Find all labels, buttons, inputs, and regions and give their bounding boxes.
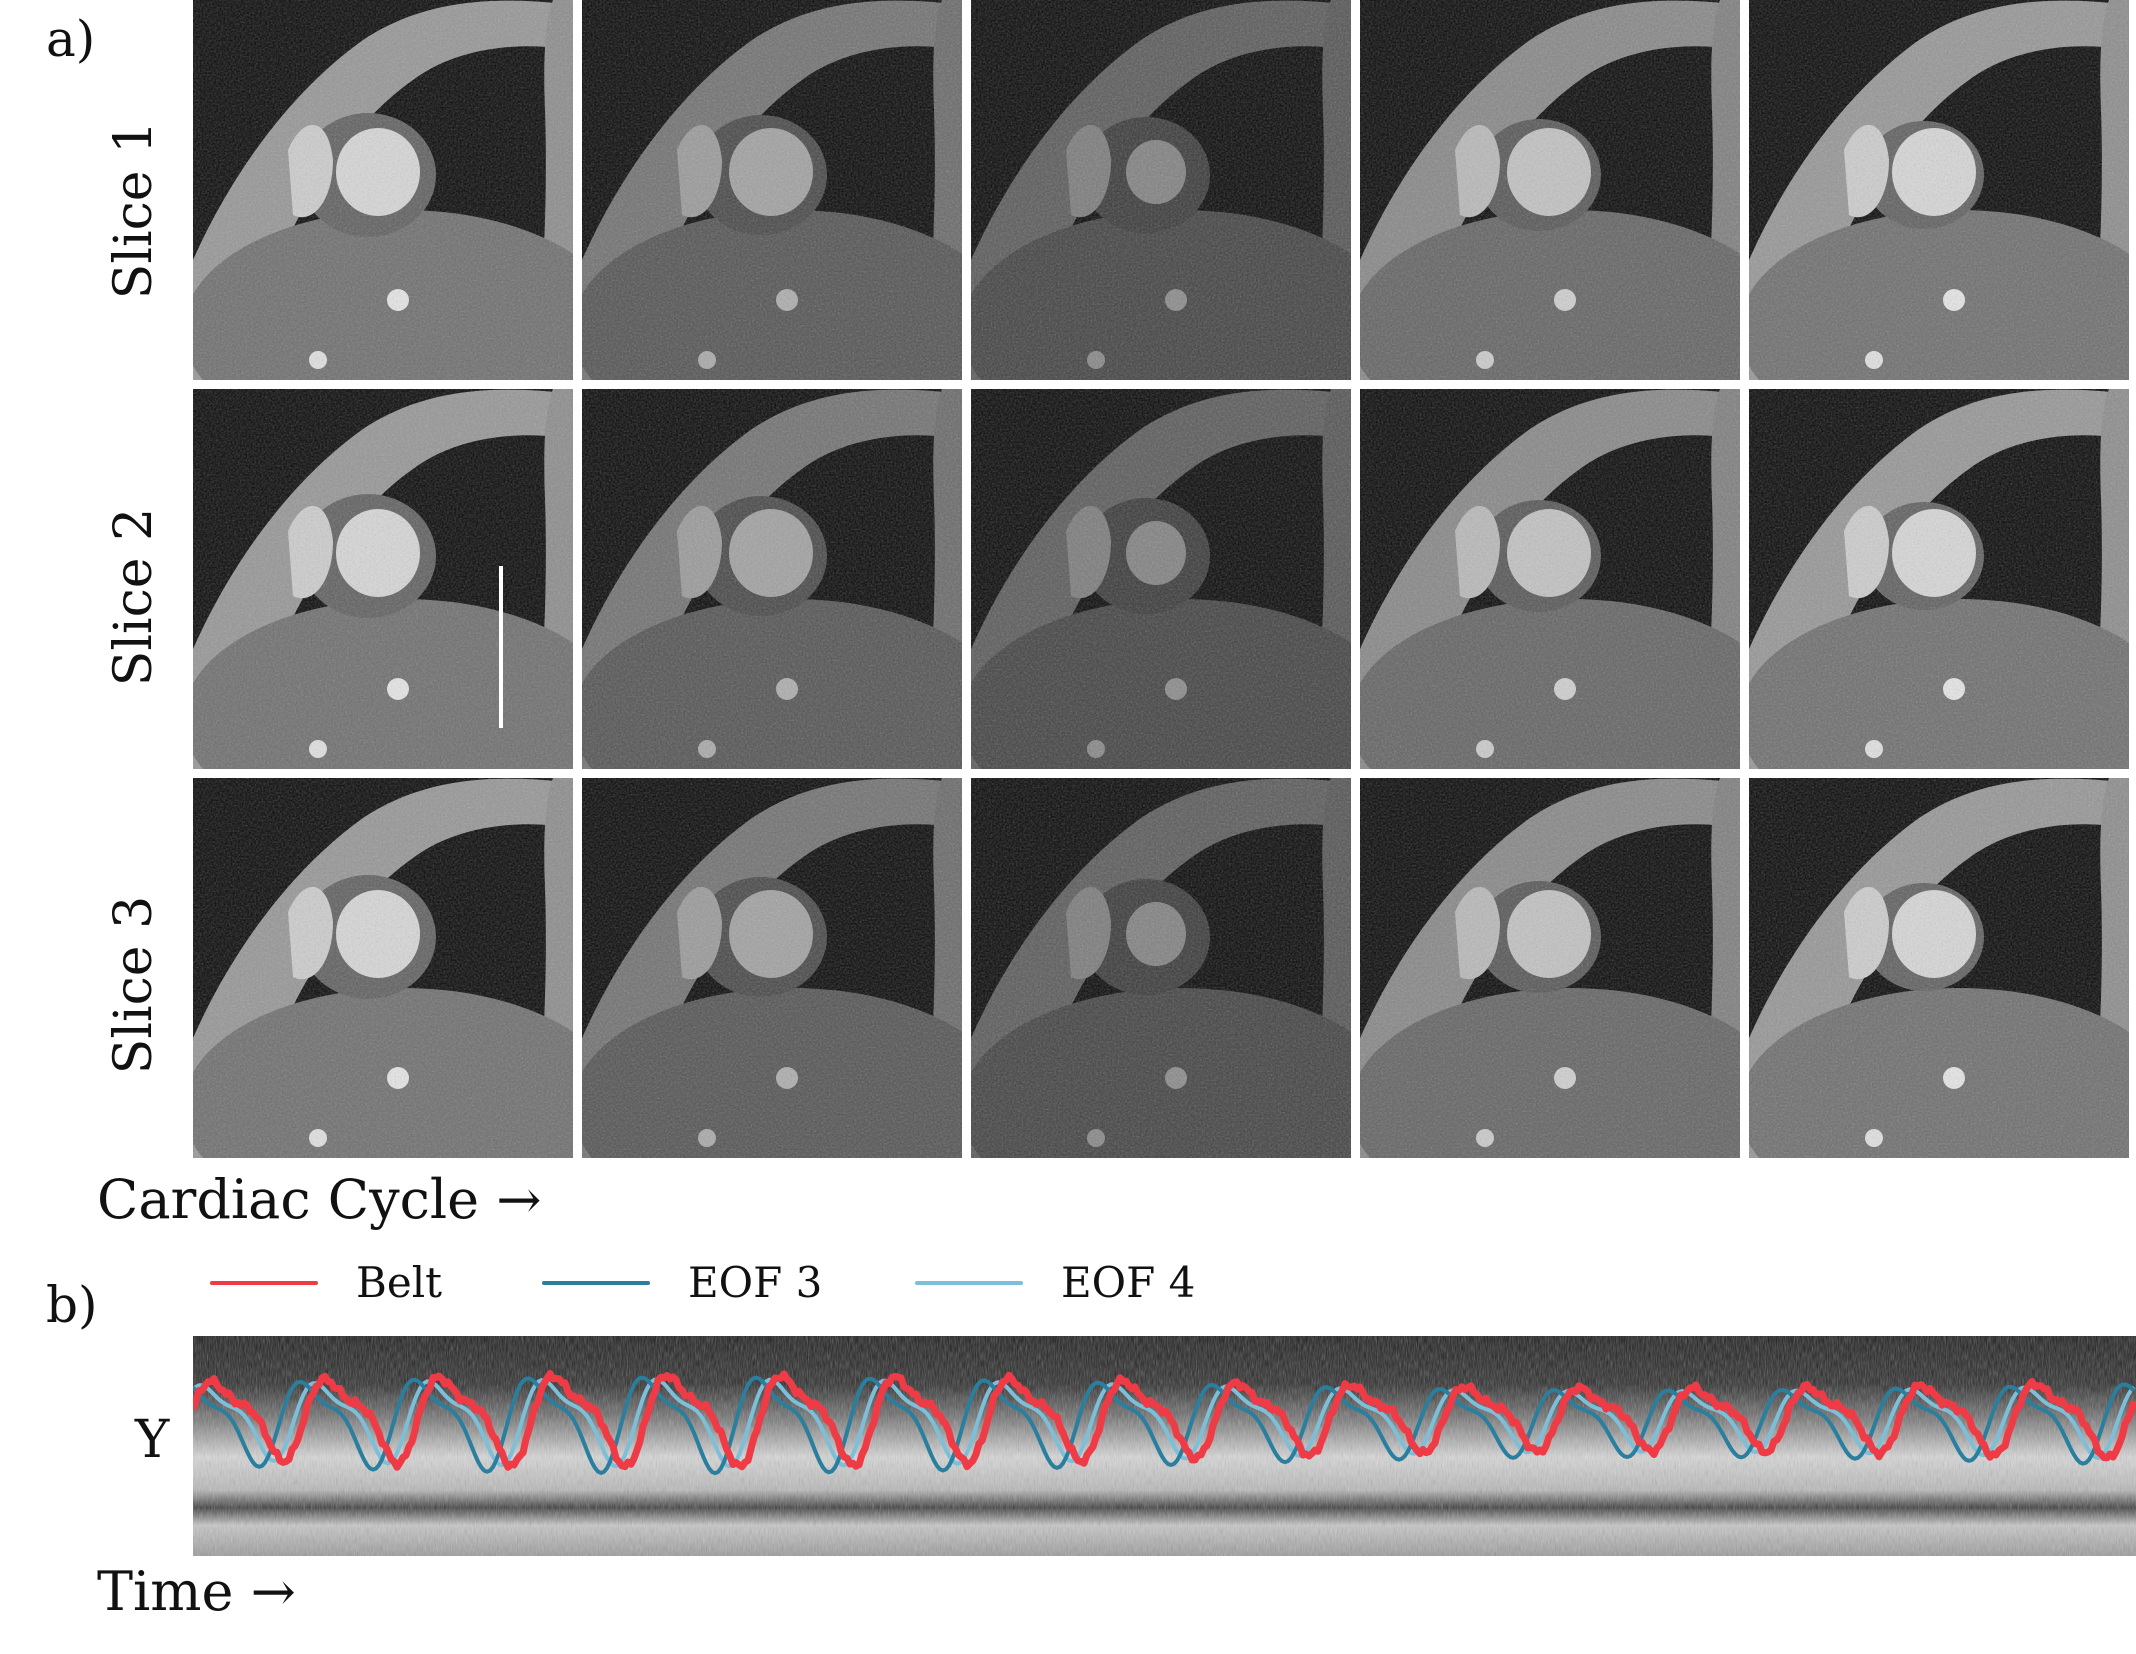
trace-eof4 bbox=[193, 1377, 2136, 1469]
mri-frame-slice-1-phase-4 bbox=[1360, 0, 1740, 380]
mri-frame-slice-3-phase-3 bbox=[971, 778, 1351, 1158]
time-strip-plot bbox=[193, 1336, 2136, 1556]
mri-frame-slice-2-phase-1 bbox=[193, 389, 573, 769]
legend-item-eof4: EOF 4 bbox=[915, 1258, 1195, 1307]
row-label-slice-3: Slice 3 bbox=[104, 895, 164, 1075]
mri-frame-slice-1-phase-2 bbox=[582, 0, 962, 380]
trace-eof3 bbox=[193, 1375, 2136, 1476]
mri-frame-slice-3-phase-5 bbox=[1749, 778, 2129, 1158]
panel-b-label: b) bbox=[46, 1276, 98, 1334]
mri-frame-slice-1-phase-5 bbox=[1749, 0, 2129, 380]
mri-frame-slice-2-phase-3 bbox=[971, 389, 1351, 769]
panel-a-label: a) bbox=[46, 10, 96, 68]
respiratory-time-strip bbox=[193, 1336, 2136, 1556]
legend-label-belt: Belt bbox=[356, 1258, 443, 1307]
legend-label-eof3: EOF 3 bbox=[688, 1258, 823, 1307]
legend-swatch-belt bbox=[210, 1280, 318, 1285]
row-label-slice-1: Slice 1 bbox=[104, 120, 164, 300]
cardiac-cycle-caption: Cardiac Cycle → bbox=[97, 1168, 542, 1231]
legend-item-belt: Belt bbox=[210, 1258, 442, 1307]
mri-frame-slice-2-phase-4 bbox=[1360, 389, 1740, 769]
mri-frame-slice-3-phase-2 bbox=[582, 778, 962, 1158]
legend-swatch-eof4 bbox=[915, 1280, 1023, 1285]
mri-frame-slice-1-phase-1 bbox=[193, 0, 573, 380]
legend-swatch-eof3 bbox=[542, 1280, 650, 1285]
row-label-slice-2: Slice 2 bbox=[104, 507, 164, 687]
mri-frame-slice-1-phase-3 bbox=[971, 0, 1351, 380]
trace-belt bbox=[193, 1370, 2136, 1471]
strip-noise bbox=[193, 1336, 2136, 1556]
mri-frame-slice-3-phase-4 bbox=[1360, 778, 1740, 1158]
mri-frame-slice-2-phase-2 bbox=[582, 389, 962, 769]
legend-item-eof3: EOF 3 bbox=[542, 1258, 822, 1307]
scale-bar bbox=[499, 566, 503, 728]
y-axis-label: Y bbox=[135, 1410, 170, 1470]
strip-lines bbox=[193, 1370, 2136, 1476]
time-caption: Time → bbox=[97, 1560, 296, 1623]
mri-frame-slice-3-phase-1 bbox=[193, 778, 573, 1158]
mri-frame-slice-2-phase-5 bbox=[1749, 389, 2129, 769]
legend-label-eof4: EOF 4 bbox=[1061, 1258, 1196, 1307]
